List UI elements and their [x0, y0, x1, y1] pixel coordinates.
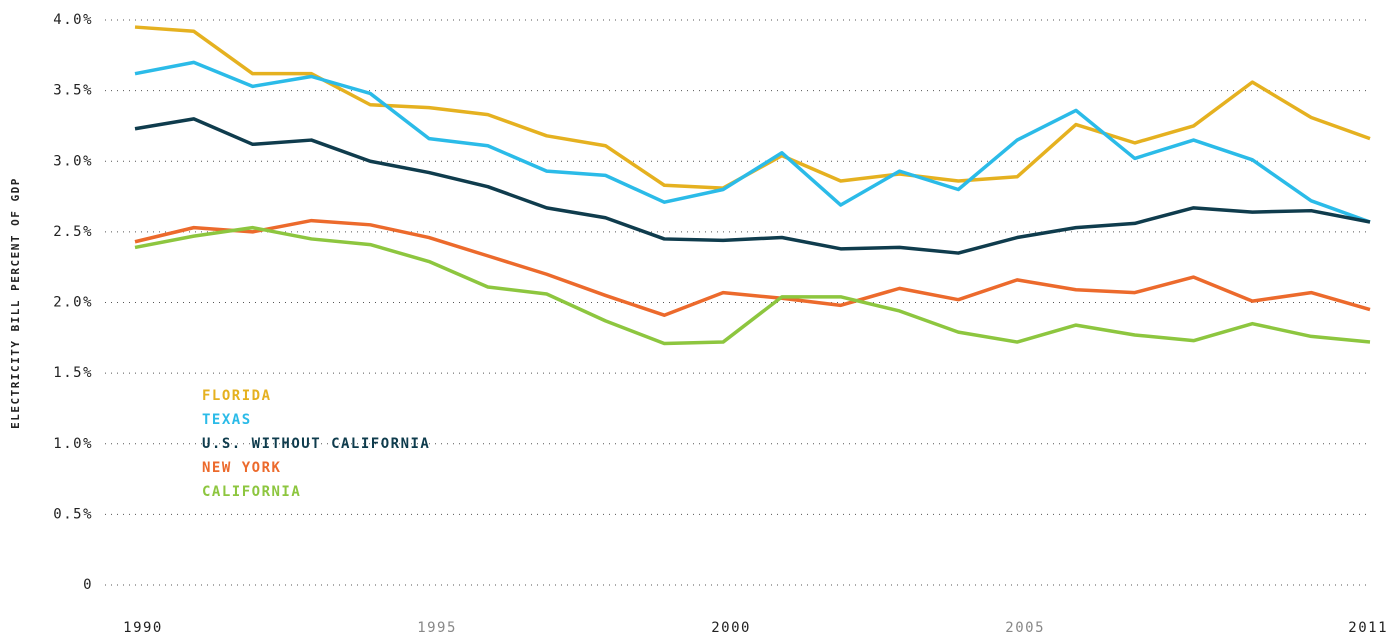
y-tick-label: 2.5% [53, 224, 93, 240]
y-tick-label: 4.0% [53, 12, 93, 28]
legend-label: NEW YORK [202, 460, 281, 476]
y-tick-label: 0 [83, 577, 93, 593]
y-axis-label: ELECTRICITY BILL PERCENT OF GDP [9, 177, 22, 429]
x-tick-label: 2000 [711, 620, 751, 636]
y-tick-label: 1.5% [53, 365, 93, 381]
series-line [134, 117, 1371, 255]
legend-label: FLORIDA [202, 388, 272, 404]
series-line [134, 225, 1371, 346]
y-tick-label: 0.5% [53, 506, 93, 522]
y-tick-label: 3.5% [53, 83, 93, 99]
y-tick-label: 1.0% [53, 436, 93, 452]
x-tick-label: 2005 [1005, 620, 1045, 636]
x-tick-label: 1995 [417, 620, 457, 636]
series-line [134, 60, 1371, 224]
x-tick-label: 2011 [1348, 620, 1388, 636]
legend-label: TEXAS [202, 412, 252, 428]
y-tick-label: 3.0% [53, 153, 93, 169]
series-line [134, 25, 1371, 190]
legend-label: U.S. WITHOUT CALIFORNIA [202, 436, 430, 452]
x-tick-label: 1990 [123, 620, 163, 636]
y-tick-label: 2.0% [53, 295, 93, 311]
legend-label: CALIFORNIA [202, 484, 301, 500]
series-line [134, 218, 1371, 317]
